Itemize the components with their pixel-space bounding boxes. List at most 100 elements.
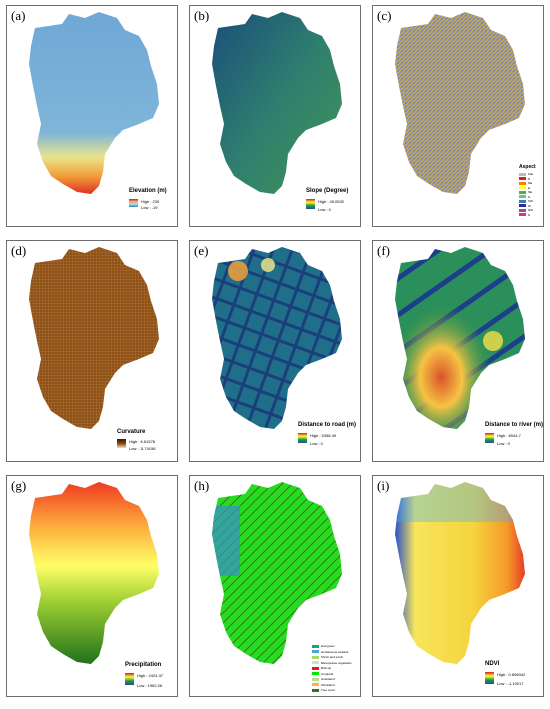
legend-swatch — [519, 213, 526, 217]
panel-precipitation: (g) Precipitation High : 2424.37 Low : 1… — [6, 475, 178, 697]
legend-label: Evergreen — [321, 644, 335, 648]
legend-swatch — [312, 661, 319, 665]
land-cover-legend-item: Shrubland — [312, 683, 335, 687]
legend-ramp — [306, 199, 315, 209]
panel-label: (d) — [11, 243, 27, 258]
legend-swatch — [312, 688, 319, 692]
legend-label: Bare/sparse vegetation — [321, 660, 352, 665]
aspect-legend-item: E — [519, 186, 530, 190]
legend-low: Low : -5.74158 — [129, 446, 156, 451]
legend-swatch — [312, 644, 319, 648]
legend-label: N — [528, 212, 531, 217]
legend-title: Curvature — [117, 429, 146, 435]
legend-label: W — [528, 203, 531, 208]
legend-swatch — [519, 195, 526, 199]
legend-high: High : 2424.37 — [137, 673, 164, 678]
panel-distance-river: (f) Distance to river (m) High : 8044.7 … — [372, 240, 544, 462]
land-cover-legend-item: Evergreen — [312, 644, 335, 648]
land-cover-legend-item: Built-up — [312, 666, 331, 670]
panel-elevation: (a) Elevation (m) High : 239 Low : -19 — [6, 5, 178, 227]
legend-label: SW — [528, 199, 533, 203]
legend-high: High : 239 — [141, 199, 160, 204]
ndvi-map — [395, 482, 525, 664]
aspect-legend-item: W — [519, 204, 531, 208]
panel-label: (g) — [11, 478, 27, 493]
legend-ramp — [129, 199, 138, 207]
legend-label: S — [528, 194, 531, 199]
legend-label: NW — [528, 208, 533, 212]
legend-high: High : 5358.49 — [310, 433, 337, 438]
legend-label: Herbaceous wetland — [321, 649, 349, 654]
panel-curvature: (d) Curvature High : 6.61578 Low : -5.74… — [6, 240, 178, 462]
aspect-legend-item: N — [519, 177, 530, 181]
legend-label: Cropland — [321, 671, 334, 676]
legend-low: Low : 1962.26 — [137, 683, 163, 688]
panel-label: (e) — [194, 243, 209, 258]
slope-map — [212, 12, 342, 194]
panel-land-cover: (h) Evergreen Herbaceous wetland Shrub and… — [189, 475, 361, 697]
distance-river-map — [395, 247, 525, 429]
land-cover-legend-item: Grassland — [312, 677, 335, 681]
aspect-legend-item: N — [519, 213, 530, 217]
aspect-map — [395, 12, 525, 194]
land-cover-legend-item: Bare/sparse vegetation — [312, 661, 352, 665]
legend-label: SE — [528, 190, 533, 194]
legend-low: Low : 0 — [497, 441, 510, 446]
legend-swatch — [519, 204, 526, 208]
legend-label: NE — [528, 181, 533, 185]
land-cover-legend-item: Herbaceous wetland — [312, 650, 348, 654]
land-cover-map — [212, 482, 342, 664]
legend-swatch — [312, 655, 319, 659]
legend-low: Low : 0 — [318, 207, 331, 212]
legend-title: Distance to road (m) — [298, 422, 357, 428]
legend-low: Low : -1.10017 — [497, 681, 524, 686]
legend-label: Flat — [528, 172, 534, 176]
legend-ramp — [485, 433, 494, 443]
distance-road-map — [212, 247, 342, 429]
legend-low: Low : 0 — [310, 441, 323, 446]
legend-ramp — [485, 672, 494, 684]
panel-label: (h) — [194, 478, 210, 493]
legend-title: NDVI — [485, 661, 500, 667]
legend-swatch — [519, 177, 526, 181]
legend-label: N — [528, 176, 531, 181]
panel-slope: (b) Slope (Degree) High : 45.0532 Low : … — [189, 5, 361, 227]
legend-swatch — [312, 672, 319, 676]
legend-swatch — [312, 650, 319, 654]
elevation-map — [29, 12, 159, 194]
land-cover-legend-item: Shrub and scrub — [312, 655, 343, 659]
legend-swatch — [312, 666, 319, 670]
legend-swatch — [519, 208, 526, 212]
panel-label: (f) — [377, 243, 390, 258]
legend-high: High : 6.61578 — [129, 439, 156, 444]
legend-title: Slope (Degree) — [306, 188, 349, 194]
legend-title: Aspect — [519, 164, 536, 170]
panel-distance-road: (e) Distance to road (m) High : 5358.49 … — [189, 240, 361, 462]
legend-ramp — [125, 673, 134, 685]
panel-label: (c) — [377, 8, 392, 23]
panel-label: (b) — [194, 8, 210, 23]
legend-low: Low : -19 — [141, 205, 158, 210]
legend-label: Tree cover — [321, 688, 336, 692]
panel-label: (i) — [377, 478, 390, 493]
legend-high: High : 8044.7 — [497, 433, 521, 438]
aspect-legend-item: NW — [519, 208, 533, 212]
panel-label: (a) — [11, 8, 26, 23]
aspect-legend-item: Flat — [519, 172, 533, 176]
legend-label: Shrub and scrub — [321, 655, 344, 659]
legend-label: Built-up — [321, 666, 332, 670]
legend-label: Grassland — [321, 677, 335, 681]
legend-title: Distance to river (m) — [485, 422, 544, 428]
legend-label: Shrubland — [321, 682, 335, 687]
aspect-legend-item: SW — [519, 199, 533, 203]
legend-swatch — [519, 190, 526, 194]
legend-high: High : 45.0532 — [318, 199, 345, 204]
aspect-legend-item: S — [519, 195, 530, 199]
land-cover-legend-item: Tree cover — [312, 688, 335, 692]
aspect-legend-item: NE — [519, 181, 532, 185]
legend-swatch — [519, 199, 526, 203]
legend-swatch — [519, 186, 526, 190]
aspect-legend-item: SE — [519, 190, 532, 194]
legend-ramp — [117, 439, 126, 448]
precipitation-map — [29, 482, 159, 664]
